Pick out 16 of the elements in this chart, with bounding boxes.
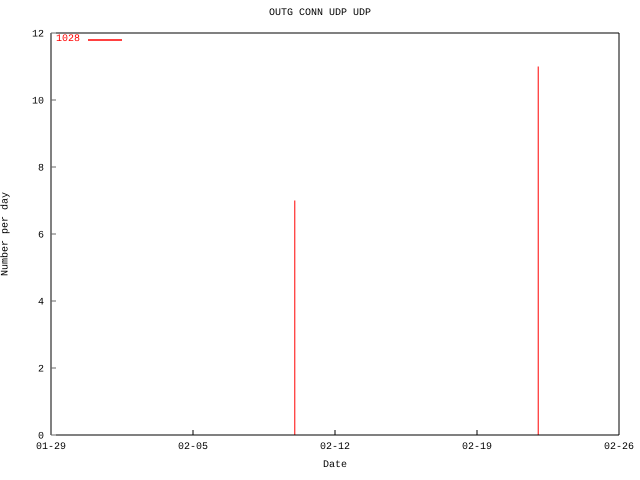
y-tick-label: 8: [38, 164, 44, 175]
x-tick-label: 01-29: [36, 442, 66, 454]
x-tick-label: 02-05: [178, 442, 208, 454]
x-tick-label: 02-12: [320, 442, 350, 454]
y-tick-label: 2: [38, 364, 44, 376]
chart-title: OUTG CONN UDP UDP: [268, 8, 372, 19]
y-tick-label: 4: [38, 298, 44, 309]
y-tick-label: 6: [38, 230, 44, 242]
x-tick-label: 02-26: [604, 442, 634, 454]
x-axis-title: Date: [322, 460, 348, 471]
y-tick-label: 0: [38, 432, 44, 443]
legend-label: 1028: [56, 34, 80, 45]
y-tick-label: 10: [32, 96, 44, 108]
x-tick-label: 02-19: [462, 442, 492, 454]
y-tick-label: 12: [32, 30, 44, 41]
y-axis-title: Number per day: [0, 192, 12, 276]
